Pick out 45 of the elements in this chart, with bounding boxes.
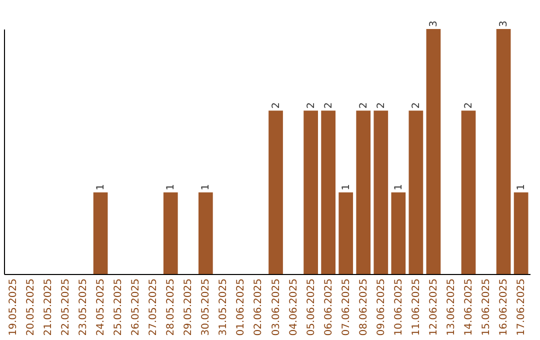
data-label: 3 xyxy=(498,20,510,27)
data-label: 1 xyxy=(166,184,177,190)
data-label: 2 xyxy=(270,102,282,109)
x-tick-label: 24.05.2025 xyxy=(96,278,107,336)
x-tick-label: 10.06.2025 xyxy=(393,278,404,336)
x-tick-label: 22.05.2025 xyxy=(60,278,72,336)
data-label: 1 xyxy=(516,184,528,190)
x-tick-label: 05.06.2025 xyxy=(306,278,317,336)
x-tick-label: 29.05.2025 xyxy=(183,278,194,336)
x-tick-label: 28.05.2025 xyxy=(166,278,177,336)
x-tick-label: 20.05.2025 xyxy=(25,278,36,336)
x-tick-label: 13.06.2025 xyxy=(446,278,457,336)
x-tick-label: 15.06.2025 xyxy=(481,278,492,336)
x-tick-label: 08.06.2025 xyxy=(358,278,370,336)
x-tick-label: 14.06.2025 xyxy=(464,278,474,336)
data-label: 2 xyxy=(306,102,317,109)
x-tick-label: 01.06.2025 xyxy=(236,278,247,336)
x-tick-label: 12.06.2025 xyxy=(428,278,440,336)
data-label: 3 xyxy=(428,20,440,27)
x-tick-label: 30.05.2025 xyxy=(200,278,212,336)
x-tick-label: 02.06.2025 xyxy=(253,278,264,336)
x-tick-label: 31.05.2025 xyxy=(218,278,230,336)
x-tick-label: 07.06.2025 xyxy=(340,278,352,336)
x-tick-label: 17.06.2025 xyxy=(516,278,528,336)
x-tick-label: 23.05.2025 xyxy=(78,278,90,336)
data-label: 2 xyxy=(464,102,474,109)
x-tick-label: 11.06.2025 xyxy=(410,278,422,336)
x-tick-label: 21.05.2025 xyxy=(42,278,54,336)
data-label: 2 xyxy=(323,102,334,109)
x-tick-label: 27.05.2025 xyxy=(148,278,160,336)
data-label: 1 xyxy=(340,184,352,190)
data-label: 1 xyxy=(393,184,404,190)
data-label: 2 xyxy=(358,102,370,109)
x-tick-label: 04.06.2025 xyxy=(288,278,300,336)
x-tick-label: 03.06.2025 xyxy=(270,278,282,336)
x-tick-label: 26.05.2025 xyxy=(130,278,142,336)
x-tick-label: 19.05.2025 xyxy=(8,278,19,336)
x-tick-label: 06.06.2025 xyxy=(323,278,334,336)
data-label: 1 xyxy=(96,184,107,190)
data-label: 1 xyxy=(200,184,212,190)
x-tick-label: 09.06.2025 xyxy=(376,278,387,336)
data-label: 2 xyxy=(410,102,422,109)
x-tick-label: 16.06.2025 xyxy=(498,278,510,336)
x-tick-label: 25.05.2025 xyxy=(113,278,124,336)
data-label: 2 xyxy=(376,102,387,109)
